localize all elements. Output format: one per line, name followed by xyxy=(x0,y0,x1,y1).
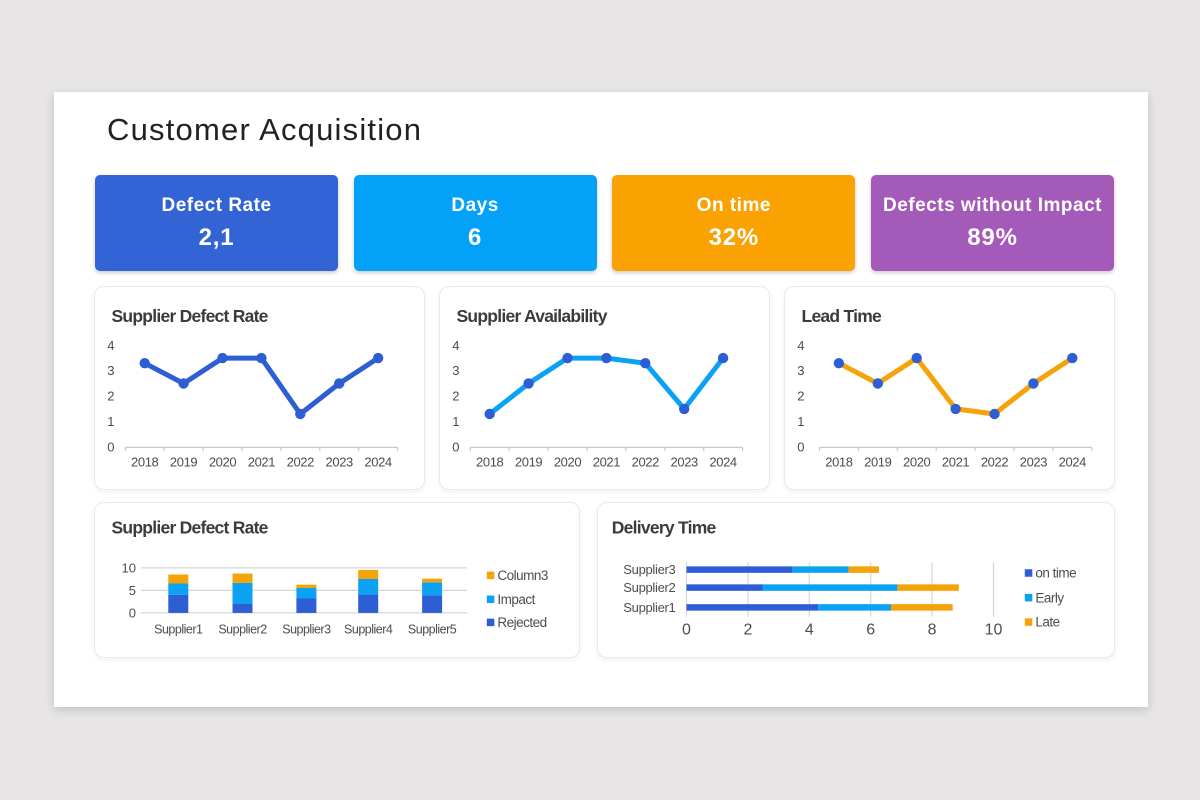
svg-text:2021: 2021 xyxy=(247,454,274,469)
svg-text:Rejected: Rejected xyxy=(497,615,546,630)
svg-text:1: 1 xyxy=(452,414,459,429)
svg-text:Early: Early xyxy=(1035,590,1064,605)
svg-text:Delivery Time: Delivery Time xyxy=(611,517,716,537)
svg-text:Supplier2: Supplier2 xyxy=(623,580,675,595)
svg-text:Column3: Column3 xyxy=(497,568,548,583)
svg-text:8: 8 xyxy=(927,621,936,638)
svg-text:2: 2 xyxy=(107,389,114,404)
svg-text:Supplier Defect Rate: Supplier Defect Rate xyxy=(111,517,268,537)
svg-text:2023: 2023 xyxy=(670,454,697,469)
svg-text:2: 2 xyxy=(452,389,459,404)
svg-text:5: 5 xyxy=(128,582,135,597)
svg-text:2020: 2020 xyxy=(903,454,930,469)
svg-text:2023: 2023 xyxy=(1020,454,1047,469)
svg-text:0: 0 xyxy=(682,621,691,638)
svg-text:0: 0 xyxy=(128,605,135,620)
svg-text:Impact: Impact xyxy=(497,591,535,606)
svg-text:Supplier3: Supplier3 xyxy=(282,622,331,636)
svg-text:Supplier5: Supplier5 xyxy=(407,622,456,636)
svg-text:2022: 2022 xyxy=(286,454,313,469)
svg-text:0: 0 xyxy=(452,439,459,454)
svg-text:2022: 2022 xyxy=(981,454,1008,469)
svg-text:6: 6 xyxy=(866,621,875,638)
svg-text:1: 1 xyxy=(797,414,804,429)
svg-text:2018: 2018 xyxy=(476,454,503,469)
svg-text:Supplier Availability: Supplier Availability xyxy=(456,306,607,326)
svg-text:2019: 2019 xyxy=(864,454,891,469)
svg-text:10: 10 xyxy=(121,560,135,575)
svg-text:1: 1 xyxy=(107,414,114,429)
svg-text:4: 4 xyxy=(452,338,459,353)
svg-text:4: 4 xyxy=(797,338,804,353)
svg-text:2024: 2024 xyxy=(364,454,391,469)
svg-text:2018: 2018 xyxy=(131,454,158,469)
svg-text:2021: 2021 xyxy=(942,454,969,469)
svg-text:Supplier1: Supplier1 xyxy=(623,599,675,614)
svg-text:Supplier2: Supplier2 xyxy=(218,622,267,636)
svg-text:Late: Late xyxy=(1035,614,1059,629)
svg-text:2022: 2022 xyxy=(631,454,658,469)
svg-text:2021: 2021 xyxy=(593,454,620,469)
svg-text:2: 2 xyxy=(743,621,752,638)
svg-text:Supplier4: Supplier4 xyxy=(344,622,393,636)
svg-text:2019: 2019 xyxy=(169,454,196,469)
svg-text:3: 3 xyxy=(107,363,114,378)
svg-text:on time: on time xyxy=(1035,565,1076,580)
svg-text:10: 10 xyxy=(984,621,1002,638)
svg-text:0: 0 xyxy=(107,439,114,454)
svg-text:2: 2 xyxy=(797,389,804,404)
svg-text:3: 3 xyxy=(452,363,459,378)
svg-text:4: 4 xyxy=(107,338,114,353)
svg-text:Lead Time: Lead Time xyxy=(802,306,883,326)
svg-text:2023: 2023 xyxy=(325,454,352,469)
svg-text:2019: 2019 xyxy=(515,454,542,469)
svg-text:Supplier3: Supplier3 xyxy=(623,562,675,577)
svg-text:4: 4 xyxy=(804,621,813,638)
svg-text:2024: 2024 xyxy=(709,454,736,469)
svg-text:2018: 2018 xyxy=(825,454,852,469)
svg-text:Supplier Defect Rate: Supplier Defect Rate xyxy=(111,306,268,326)
svg-text:Supplier1: Supplier1 xyxy=(154,622,203,636)
svg-text:2024: 2024 xyxy=(1059,454,1086,469)
svg-text:0: 0 xyxy=(797,439,804,454)
svg-text:3: 3 xyxy=(797,363,804,378)
svg-text:2020: 2020 xyxy=(554,454,581,469)
svg-text:2020: 2020 xyxy=(208,454,235,469)
